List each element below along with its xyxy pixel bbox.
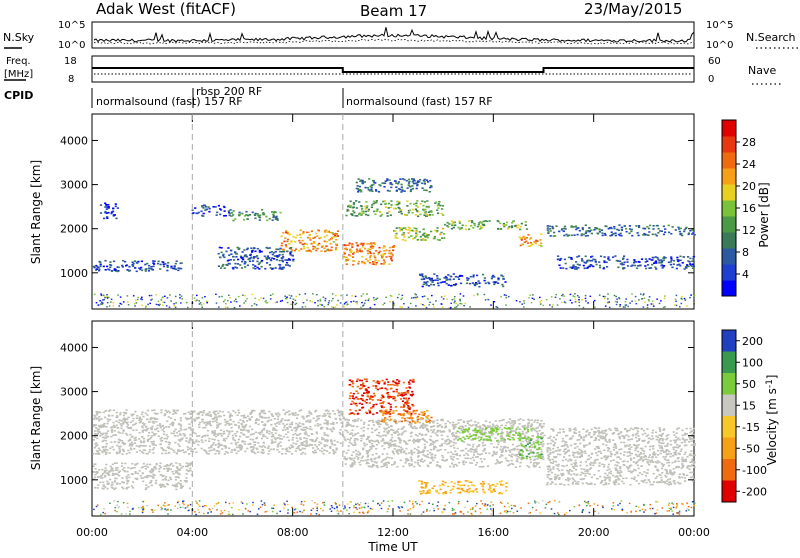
velocity-colorbar-tick: 50 [742,378,756,391]
y-tick-label: 4000 [60,341,88,354]
y-tick-label: 1000 [60,267,88,280]
x-tick-label: 08:00 [277,526,309,539]
x-tick-label: 12:00 [377,526,409,539]
cpid-panel: CPID normalsound (fast) 157 RF rbsp 200 … [4,85,493,108]
velocity-colorbar-swatch [722,459,736,481]
power-colorbar-swatch [722,184,736,201]
freq-tick-top: 18 [64,56,77,67]
power-panel: 1000 2000 3000 4000 Slant Range [km] [29,114,696,309]
y-tick-label: 1000 [60,474,88,487]
cpid-segment-3: normalsound (fast) 157 RF [346,95,493,108]
power-colorbar-swatch [722,152,736,169]
freq-tick-bottom: 8 [68,74,74,85]
nave-tick-bottom: 0 [708,74,714,85]
date-title: 23/May/2015 [584,0,682,18]
cpid-segment-2: rbsp 200 RF [196,85,262,98]
x-tick-label: 04:00 [176,526,208,539]
velocity-colorbar-swatch [722,438,736,460]
power-colorbar-swatch [722,232,736,249]
x-tick-label: 20:00 [578,526,610,539]
velocity-colorbar-swatch [722,416,736,438]
velocity-colorbar-tick: 100 [742,356,763,369]
velocity-colorbar-swatch [722,330,736,352]
velocity-colorbar-tick: 200 [742,335,763,348]
noise-right-tick-top: 10^5 [706,20,733,31]
power-colorbar-label: Power [dB] [757,182,771,247]
velocity-colorbar-label: Velocity [m s-1] [765,375,779,466]
velocity-panel: 1000 2000 3000 4000 00:00 04:00 08:00 12:00 16:0… [29,321,710,554]
power-colorbar-tick: 16 [742,202,756,215]
noise-left-tick-top: 10^5 [58,20,85,31]
power-colorbar-swatch [722,168,736,185]
x-tick-label: 16:00 [477,526,509,539]
velocity-colorbar-swatch [722,395,736,417]
power-colorbar: 4 8 12 16 20 24 28 [722,120,756,297]
power-colorbar-swatch [722,200,736,217]
velocity-colorbar-swatch [722,481,736,503]
x-tick-label: 00:00 [76,526,108,539]
nave-tick-top: 60 [708,56,721,67]
y-tick-label: 3000 [60,386,88,399]
freq-unit-label: [MHz] [4,69,33,80]
y-tick-label: 3000 [60,179,88,192]
nave-label: Nave [748,64,776,77]
power-colorbar-swatch [722,264,736,281]
power-colorbar-swatch [722,280,736,297]
power-colorbar-swatch [722,136,736,153]
noise-panel: N.Sky 10^5 10^0 10^5 10^0 N.Search [3,20,798,51]
y-tick-label: 4000 [60,134,88,147]
power-ylabel: Slant Range [km] [29,160,43,264]
freq-label: Freq. [6,56,31,67]
velocity-colorbar-tick: -200 [742,485,767,498]
velocity-colorbar-swatch [722,373,736,395]
power-colorbar-tick: 12 [742,224,756,237]
station-title: Adak West (fitACF) [96,0,236,18]
velocity-ylabel: Slant Range [km] [29,366,43,470]
y-tick-label: 2000 [60,223,88,236]
x-tick-label: 00:00 [678,526,710,539]
power-colorbar-tick: 24 [742,158,756,171]
power-colorbar-swatch [722,216,736,233]
velocity-colorbar-tick: -100 [742,464,767,477]
noise-left-label: N.Sky [3,31,35,44]
power-colorbar-tick: 20 [742,180,756,193]
beam-title: Beam 17 [360,2,427,20]
power-colorbar-tick: 4 [742,268,749,281]
noise-right-tick-bottom: 10^0 [706,40,733,51]
time-axis-label: Time UT [367,540,418,554]
cpid-label: CPID [4,89,33,102]
velocity-colorbar-tick: -50 [742,442,760,455]
power-colorbar-swatch [722,248,736,265]
y-tick-label: 2000 [60,430,88,443]
power-colorbar-tick: 8 [742,246,749,259]
noise-right-label: N.Search [746,31,796,44]
velocity-colorbar-tick: 15 [742,399,756,412]
velocity-colorbar-tick: -15 [742,421,760,434]
frequency-panel: Freq. [MHz] 18 8 60 0 Nave [4,56,782,85]
power-colorbar-swatch [722,120,736,137]
noise-left-tick-bottom: 10^0 [58,40,85,51]
velocity-colorbar-swatch [722,352,736,374]
power-colorbar-tick: 28 [742,136,756,149]
velocity-colorbar: 200 100 50 15 -15 -50 -100 -200 [722,330,767,503]
